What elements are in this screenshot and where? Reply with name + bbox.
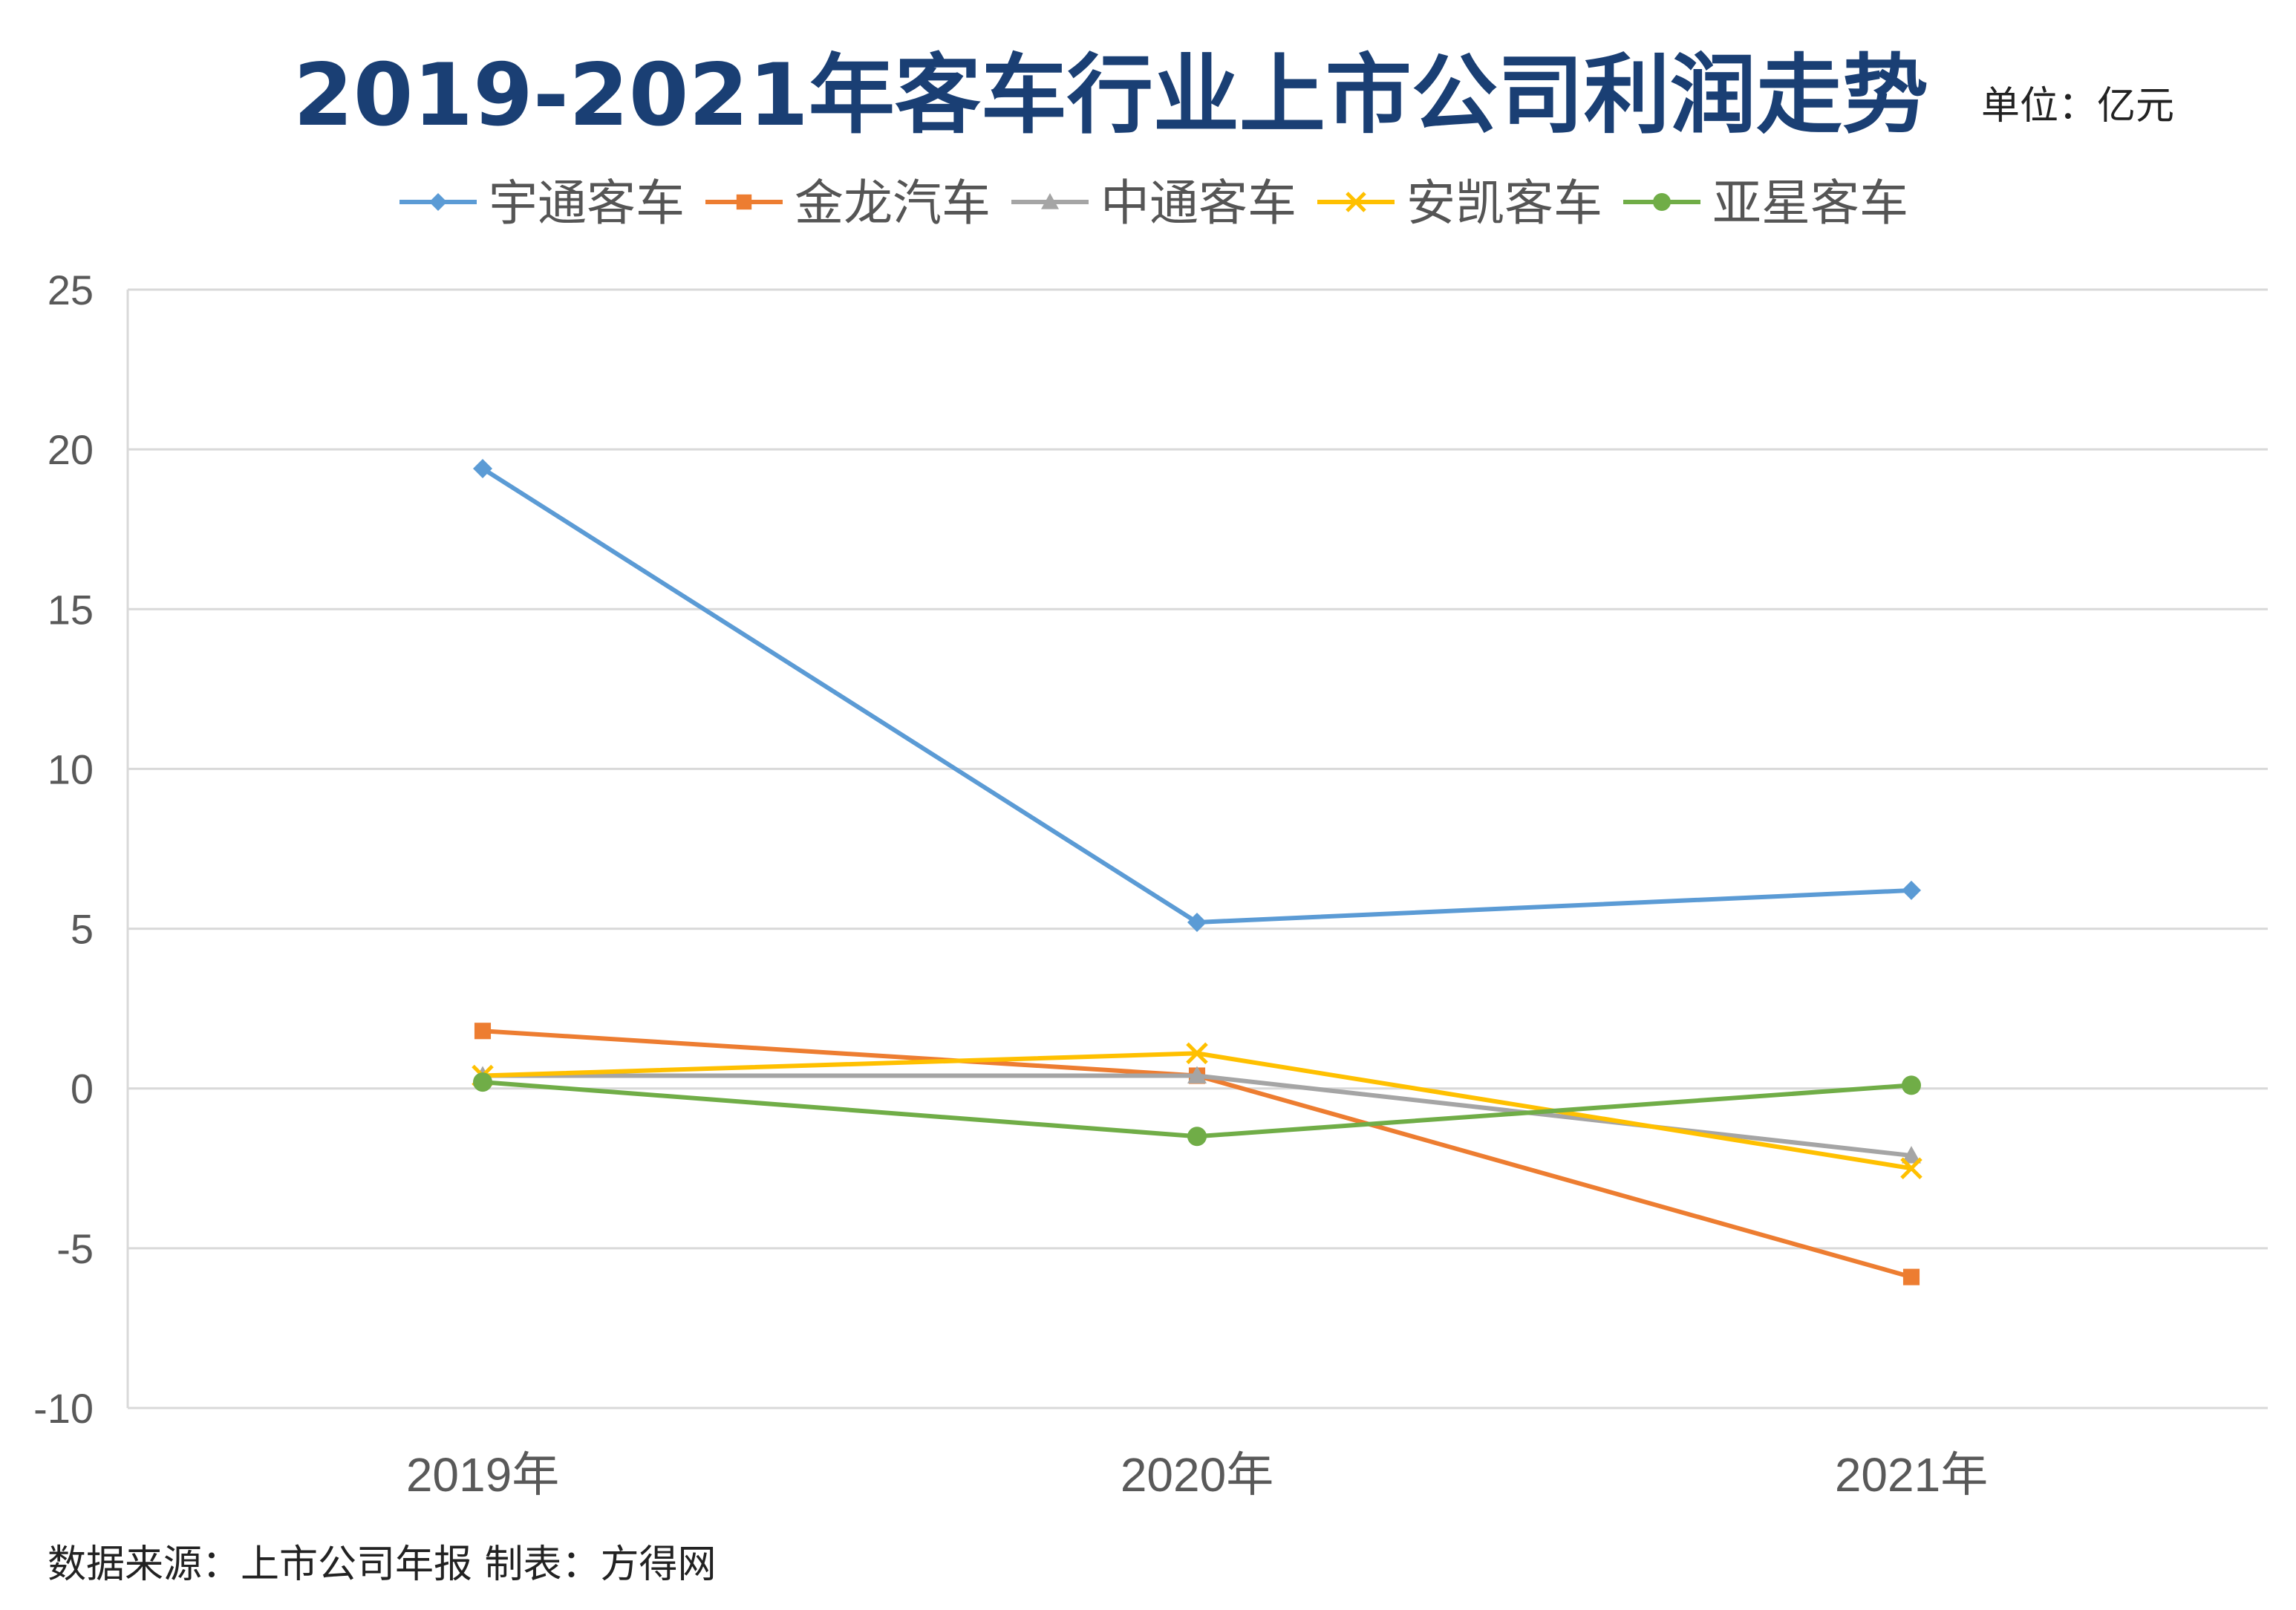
legend-label: 金龙汽车: [795, 175, 991, 232]
legend-item: 安凯客车: [1317, 175, 1602, 232]
data-point: [1902, 1268, 1920, 1285]
y-tick-label: -5: [56, 1225, 94, 1272]
legend-marker: [429, 193, 447, 211]
series-1: [473, 458, 1921, 932]
unit-label: 单位：亿元: [1981, 84, 2174, 128]
legend-item: 亚星客车: [1623, 175, 1908, 232]
legend-marker: [1346, 192, 1366, 212]
series-2: [474, 1023, 1920, 1285]
legend-item: 中通客车: [1011, 175, 1297, 232]
legend-item: 宇通客车: [399, 175, 685, 232]
series-line: [481, 466, 1912, 925]
legend-marker: [736, 194, 752, 210]
y-tick-label: 20: [48, 426, 94, 473]
data-point: [1902, 880, 1921, 900]
data-point: [473, 1072, 492, 1092]
data-point: [1902, 1146, 1921, 1164]
legend-label: 中通客车: [1100, 175, 1297, 232]
legend-label: 安凯客车: [1406, 175, 1602, 232]
legend: 宇通客车 金龙汽车 中通客车 安凯客车 亚星客车: [399, 175, 1908, 232]
x-category-label: 2021年: [1835, 1448, 1988, 1502]
series-5: [473, 1072, 1921, 1147]
data-point: [1187, 912, 1207, 932]
data-point: [473, 458, 492, 478]
y-axis-tick-labels: 25 20 15 10 5 0 -5 -10: [33, 267, 94, 1432]
legend-marker: [1653, 193, 1671, 211]
gridlines: [126, 288, 2268, 1409]
y-tick-label: 0: [71, 1066, 94, 1112]
legend-label: 亚星客车: [1712, 175, 1908, 232]
chart-title: 2019-2021年客车行业上市公司利润走势: [293, 45, 1928, 146]
data-point: [1187, 1066, 1207, 1083]
y-tick-label: 5: [71, 906, 94, 953]
data-point: [1902, 1075, 1921, 1095]
data-point: [1186, 1042, 1208, 1065]
legend-label: 宇通客车: [489, 175, 685, 232]
x-category-label: 2020年: [1121, 1448, 1273, 1502]
series-4: [472, 1042, 1922, 1180]
y-tick-label: 10: [48, 746, 94, 792]
data-point: [474, 1023, 492, 1040]
series-lines: [472, 458, 1922, 1285]
data-point: [1900, 1157, 1922, 1180]
y-tick-label: 15: [48, 586, 94, 633]
x-axis-category-labels: 2019年 2020年 2021年: [406, 1448, 1988, 1502]
x-category-label: 2019年: [406, 1448, 559, 1502]
legend-item: 金龙汽车: [705, 175, 991, 232]
series-3: [473, 1066, 1921, 1164]
source-note: 数据来源：上市公司年报 制表：方得网: [48, 1542, 717, 1587]
y-tick-label: -10: [33, 1385, 94, 1432]
legend-marker: [1041, 193, 1059, 209]
data-point: [1187, 1127, 1207, 1147]
y-tick-label: 25: [48, 267, 94, 313]
